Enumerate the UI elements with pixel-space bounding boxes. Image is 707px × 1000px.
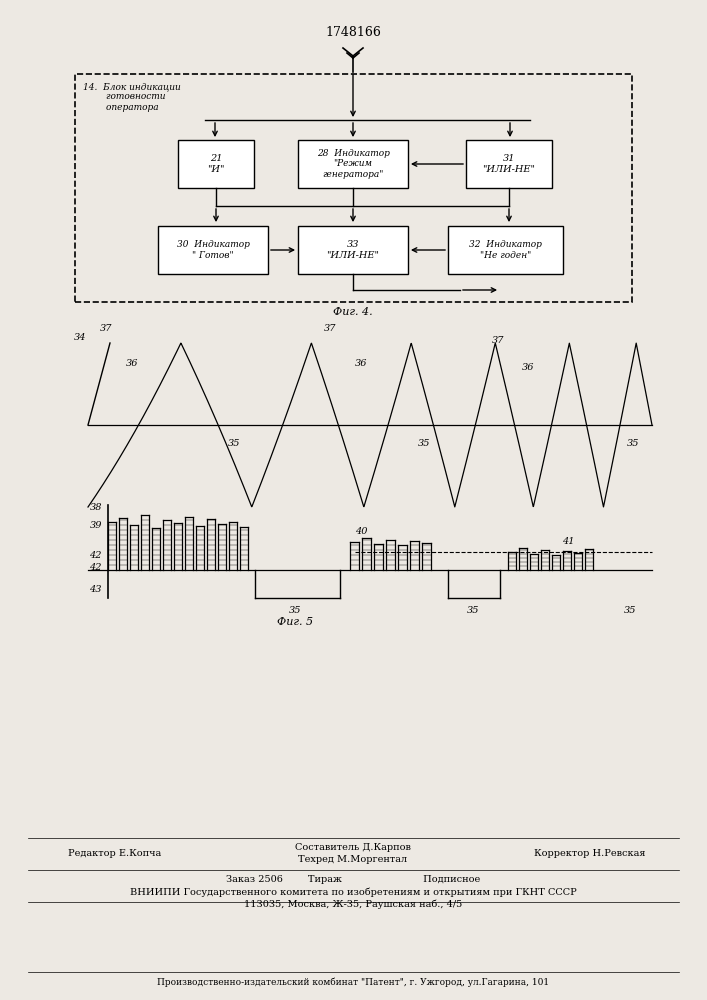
Text: ВНИИПИ Государственного комитета по изобретениям и открытиям при ГКНТ СССР: ВНИИПИ Государственного комитета по изоб… [129,887,576,897]
Text: 36: 36 [126,359,139,367]
Text: 35: 35 [467,606,479,615]
Text: 38: 38 [90,504,102,512]
FancyBboxPatch shape [298,140,408,188]
FancyBboxPatch shape [448,226,563,274]
Text: 21
"И": 21 "И" [207,154,225,174]
Text: 113035, Москва, Ж-35, Раушская наб., 4/5: 113035, Москва, Ж-35, Раушская наб., 4/5 [244,899,462,909]
FancyBboxPatch shape [466,140,552,188]
Text: Корректор Н.Ревская: Корректор Н.Ревская [534,850,645,858]
Text: 35: 35 [418,439,431,448]
Text: 28  Индикатор
"Режим
генератора": 28 Индикатор "Режим генератора" [317,149,390,179]
Text: Фиг. 5: Фиг. 5 [277,617,313,627]
Text: 35: 35 [624,606,636,615]
Text: 43: 43 [90,585,102,594]
Text: 32  Индикатор
"Не годен": 32 Индикатор "Не годен" [469,240,542,260]
FancyBboxPatch shape [158,226,268,274]
Text: 42: 42 [90,552,102,560]
Text: 35: 35 [288,606,301,615]
Text: 34: 34 [74,333,86,342]
Text: 33
"ИЛИ-НЕ": 33 "ИЛИ-НЕ" [327,240,380,260]
Text: 36: 36 [522,362,534,371]
Text: Редактор Е.Копча: Редактор Е.Копча [69,850,162,858]
Text: 30  Индикатор
" Готов": 30 Индикатор " Готов" [177,240,250,260]
Text: 37: 37 [100,324,112,333]
Text: 31
"ИЛИ-НЕ": 31 "ИЛИ-НЕ" [482,154,535,174]
Text: 39: 39 [90,522,102,530]
Text: 37: 37 [324,324,337,333]
Text: Техред М.Моргентал: Техред М.Моргентал [298,856,407,864]
Text: 14.  Блок индикации
        готовности
        оператора: 14. Блок индикации готовности оператора [83,82,181,112]
Text: 1748166: 1748166 [325,25,381,38]
Text: Производственно-издательский комбинат "Патент", г. Ужгород, ул.Гагарина, 101: Производственно-издательский комбинат "П… [157,977,549,987]
Text: Фиг. 4.: Фиг. 4. [333,307,373,317]
FancyBboxPatch shape [298,226,408,274]
Text: 37: 37 [492,336,504,345]
FancyBboxPatch shape [178,140,254,188]
Text: 35: 35 [228,439,240,448]
Text: Составитель Д.Карпов: Составитель Д.Карпов [295,844,411,852]
Text: Заказ 2506        Тираж                          Подписное: Заказ 2506 Тираж Подписное [226,876,480,884]
Text: 41: 41 [562,538,575,546]
Text: 35: 35 [627,439,640,448]
Text: 36: 36 [355,359,368,367]
Text: 40: 40 [355,528,368,536]
Text: 42: 42 [90,562,102,572]
